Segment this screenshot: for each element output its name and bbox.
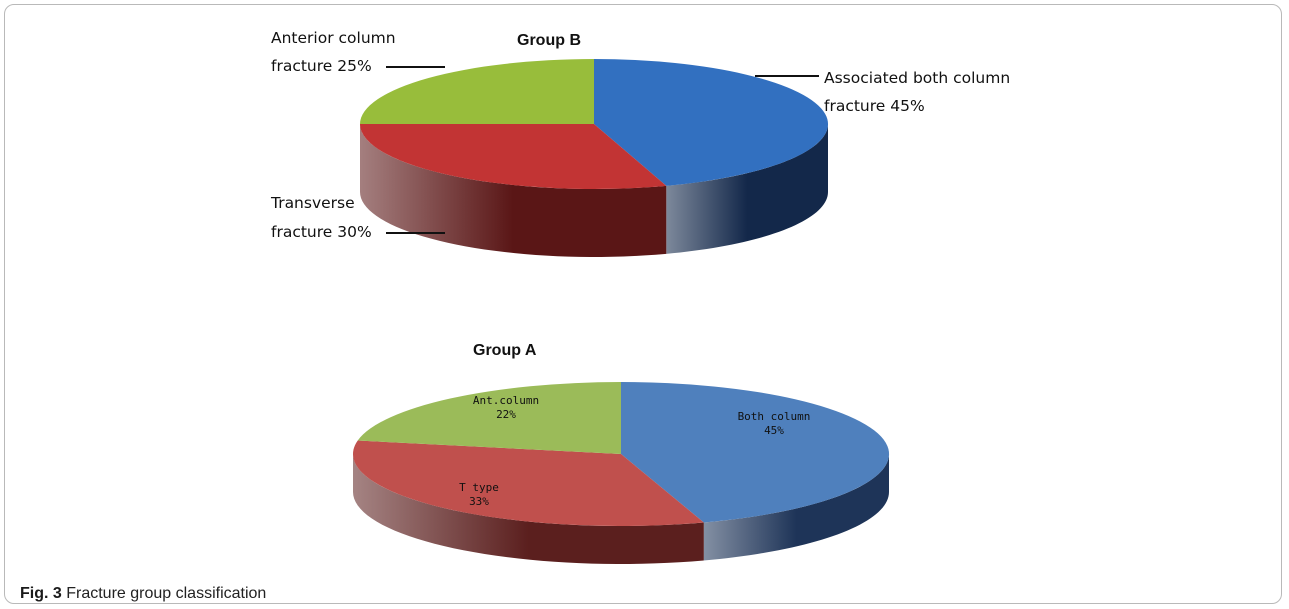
slice-label-b-2-1: fracture 25% <box>271 57 372 75</box>
figure-caption: Fig. 3 Fracture group classification <box>20 585 266 603</box>
slice-label-a-1-1: 33% <box>469 495 489 508</box>
pie-side-a-0 <box>703 454 889 561</box>
slice-label-b-0-0: Associated both column <box>824 69 1010 87</box>
pie-slice-b-0 <box>594 59 829 186</box>
pie-side-a-1 <box>353 454 704 564</box>
pie-slice-b-2 <box>360 59 594 124</box>
slice-label-a-1-0: T type <box>459 481 499 494</box>
pie-side-b-1 <box>360 124 667 257</box>
pie-slice-a-1 <box>353 440 704 527</box>
caption-label: Fig. 3 <box>20 585 62 602</box>
pie-side-b-0 <box>666 124 828 254</box>
pie-slice-a-2 <box>357 382 621 454</box>
slice-label-a-0-1: 45% <box>764 424 784 437</box>
slice-label-b-1-1: fracture 30% <box>271 223 372 241</box>
chart-title-a: Group A <box>473 342 537 359</box>
slice-label-a-2-0: Ant.column <box>473 394 539 407</box>
pie-charts-svg: Group B Associated both column fracture 45… <box>270 29 1010 564</box>
pie-slice-a-0 <box>621 382 890 523</box>
slice-label-a-0-0: Both column <box>738 410 811 423</box>
pie-group-b: Group B Associated both column fracture 45… <box>270 29 1010 257</box>
slice-label-b-0-1: fracture 45% <box>824 97 925 115</box>
caption-text: Fracture group classification <box>66 585 267 602</box>
slice-label-b-1-0: Transverse <box>270 194 355 212</box>
slice-label-b-2-0: Anterior column <box>271 29 396 47</box>
pie-sides <box>353 454 889 564</box>
chart-title-b: Group B <box>517 32 581 49</box>
pie-sides <box>360 124 828 257</box>
pie-slice-b-1 <box>359 124 667 190</box>
slice-label-a-2-1: 22% <box>496 408 516 421</box>
figure-frame: Group B Associated both column fracture 45… <box>4 4 1282 604</box>
